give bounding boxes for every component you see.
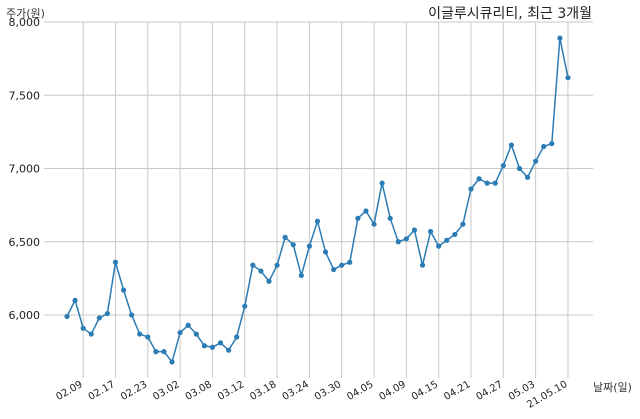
y-tick-label: 7,500 [9, 89, 41, 102]
x-tick-label: 03.08 [184, 379, 214, 403]
data-point [379, 180, 385, 186]
data-point [234, 334, 240, 340]
data-point [468, 186, 474, 192]
x-tick-label: 04.21 [442, 379, 472, 403]
x-tick-label: 03.30 [313, 379, 343, 403]
data-point [137, 331, 143, 337]
data-point [411, 227, 418, 233]
data-point [500, 162, 506, 169]
grid-lines [44, 21, 593, 378]
data-point [306, 243, 312, 249]
data-point [565, 75, 571, 81]
data-point [549, 140, 555, 147]
chart-title: 이글루시큐리티, 최근 3개월 [428, 6, 592, 22]
data-point [428, 228, 434, 235]
x-axis: 02.09 02.17 02.23 03.02 03.08 03.12 03.18 03.24… [54, 379, 569, 411]
data-point [419, 262, 426, 268]
data-point [484, 180, 490, 186]
data-point [209, 344, 216, 350]
data-point [524, 174, 531, 180]
data-point [120, 287, 127, 293]
data-point [250, 262, 256, 268]
data-point [80, 325, 86, 331]
y-tick-label: 8,000 [9, 16, 41, 29]
x-tick-label: 02.09 [54, 379, 84, 403]
data-point [129, 312, 135, 318]
x-axis-title: 날짜(일) [593, 380, 632, 394]
y-axis-title: 주가(원) [6, 7, 45, 20]
data-point [436, 243, 442, 249]
x-tick-label: 03.12 [216, 379, 246, 403]
data-point [533, 158, 539, 164]
data-point [242, 303, 248, 309]
y-axis: 6,000 6,500 7,000 7,500 8,000 [9, 16, 41, 322]
data-point [355, 215, 361, 221]
x-tick-label: 03.02 [151, 379, 181, 403]
data-point [347, 259, 353, 265]
data-point [541, 143, 547, 150]
data-point [274, 262, 280, 268]
data-point [387, 215, 393, 221]
data-point [161, 349, 167, 355]
data-point [169, 359, 175, 365]
data-point [266, 278, 272, 284]
data-point [193, 331, 199, 337]
data-point [298, 272, 304, 279]
data-points [64, 35, 571, 365]
series-line [66, 37, 569, 364]
data-point [226, 347, 232, 353]
data-point [64, 313, 70, 320]
data-point [96, 315, 102, 321]
data-point [403, 236, 409, 242]
data-point [508, 142, 514, 148]
data-point [185, 322, 191, 328]
data-point [72, 297, 78, 303]
data-point [460, 221, 466, 227]
data-point [112, 259, 119, 265]
data-point [444, 237, 450, 243]
data-point [476, 176, 482, 182]
data-point [314, 218, 321, 224]
data-point [363, 208, 369, 214]
x-tick-label: 02.17 [87, 379, 117, 403]
x-tick-label: 04.09 [378, 379, 408, 403]
x-tick-label: 03.24 [281, 379, 311, 403]
data-point [492, 180, 498, 186]
data-point [258, 268, 264, 274]
data-point [290, 242, 296, 248]
x-tick-label: 02.23 [119, 379, 149, 403]
y-tick-label: 6,000 [9, 309, 41, 322]
data-point [331, 266, 337, 273]
y-tick-label: 6,500 [9, 236, 41, 249]
data-point [339, 262, 345, 268]
data-point [88, 331, 94, 337]
data-point [104, 310, 110, 317]
x-tick-label: 04.05 [345, 379, 375, 403]
data-point [395, 239, 401, 245]
x-tick-label: 03.18 [248, 379, 278, 403]
data-point [145, 334, 151, 340]
data-point [516, 165, 523, 172]
data-point [452, 231, 458, 238]
y-tick-label: 7,000 [9, 163, 41, 176]
data-point [557, 35, 563, 41]
x-tick-label: 04.27 [475, 379, 505, 403]
data-point [322, 249, 329, 255]
data-point [177, 329, 183, 336]
data-point [217, 340, 224, 346]
data-point [153, 349, 159, 355]
data-point [371, 221, 377, 227]
data-point [282, 234, 288, 240]
data-point [201, 343, 207, 349]
x-tick-label: 04.15 [410, 379, 440, 403]
